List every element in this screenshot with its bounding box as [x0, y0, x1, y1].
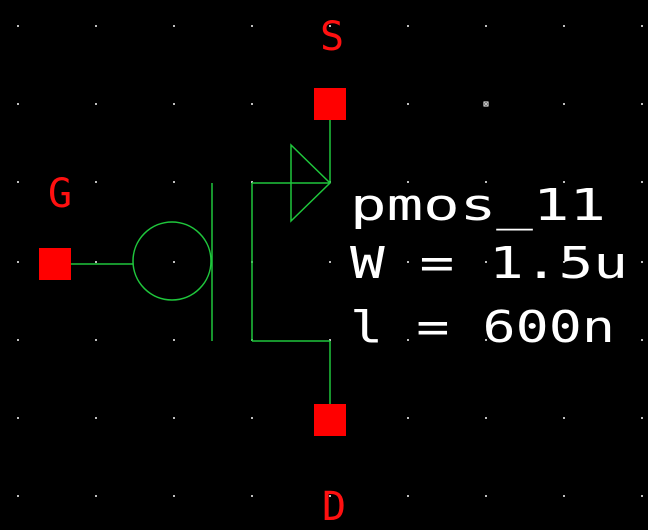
grid-dot	[173, 417, 175, 419]
gate-bubble	[132, 221, 212, 301]
grid-dot	[329, 261, 331, 263]
grid-dot	[173, 495, 175, 497]
grid-dot	[407, 261, 409, 263]
grid-dot	[95, 339, 97, 341]
grid-dot	[17, 261, 19, 263]
grid-dot	[173, 181, 175, 183]
grid-dot	[407, 417, 409, 419]
grid-dot	[95, 103, 97, 105]
drain-pin[interactable]	[314, 404, 346, 436]
gate-pin[interactable]	[39, 248, 71, 280]
grid-dot	[641, 261, 643, 263]
grid-dot	[251, 417, 253, 419]
grid-dot	[407, 181, 409, 183]
grid-dot	[95, 417, 97, 419]
grid-dot	[251, 103, 253, 105]
grid-dot	[329, 25, 331, 27]
grid-dot	[563, 181, 565, 183]
grid-dot	[641, 25, 643, 27]
grid-dot	[95, 495, 97, 497]
grid-dot	[17, 417, 19, 419]
grid-dot	[563, 261, 565, 263]
gate-pin-label: G	[48, 171, 72, 217]
grid-dot	[641, 103, 643, 105]
instance-length: l = 600n	[350, 302, 615, 353]
grid-dot	[251, 495, 253, 497]
grid-dot	[563, 417, 565, 419]
grid-dot	[485, 103, 487, 105]
pmos-symbol[interactable]	[70, 120, 332, 404]
grid-dot	[563, 25, 565, 27]
grid-dot	[641, 181, 643, 183]
grid-dot	[407, 103, 409, 105]
grid-dot	[173, 25, 175, 27]
grid-dot	[251, 25, 253, 27]
grid-dot	[95, 261, 97, 263]
grid-dot	[563, 495, 565, 497]
grid-dot	[641, 495, 643, 497]
grid-dot	[329, 495, 331, 497]
grid-dot	[17, 25, 19, 27]
grid-dot	[563, 103, 565, 105]
grid-dot	[17, 495, 19, 497]
source-pin-label: S	[320, 14, 344, 60]
origin-marker	[483, 101, 489, 107]
grid-dot	[641, 417, 643, 419]
grid-dot	[485, 339, 487, 341]
grid-dot	[95, 25, 97, 27]
grid-dot	[485, 417, 487, 419]
grid-dot	[485, 261, 487, 263]
grid-dot	[17, 339, 19, 341]
grid-dot	[485, 181, 487, 183]
grid-dot	[173, 339, 175, 341]
source-arrow	[290, 143, 332, 223]
grid-dot	[485, 25, 487, 27]
grid-dot	[485, 495, 487, 497]
grid-dot	[407, 495, 409, 497]
drain-pin-label: D	[322, 484, 346, 530]
grid-dot	[563, 339, 565, 341]
grid-dot	[329, 339, 331, 341]
grid-dot	[173, 103, 175, 105]
grid-dot	[173, 261, 175, 263]
grid-dot	[17, 103, 19, 105]
grid-dot	[17, 181, 19, 183]
grid-dot	[251, 181, 253, 183]
grid-dot	[95, 181, 97, 183]
source-pin[interactable]	[314, 88, 346, 120]
grid-dot	[407, 25, 409, 27]
grid-dot	[407, 339, 409, 341]
grid-dot	[641, 339, 643, 341]
instance-width: W = 1.5u	[350, 238, 628, 289]
instance-name: pmos_11	[350, 180, 606, 231]
